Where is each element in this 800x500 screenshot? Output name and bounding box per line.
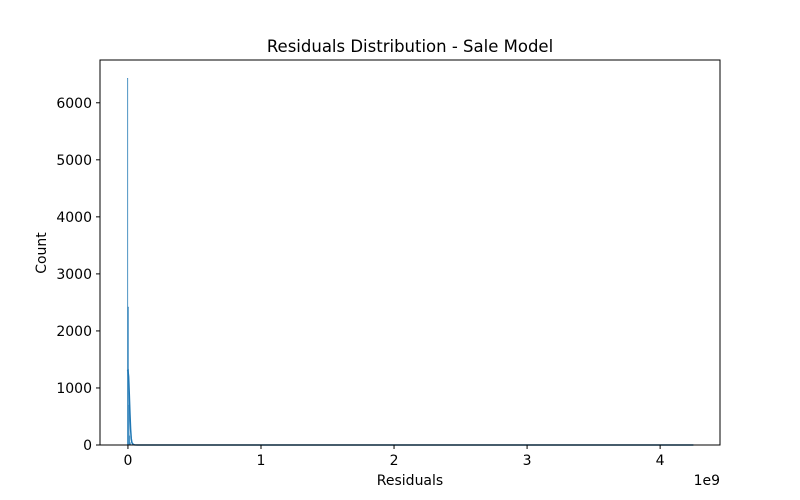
y-tick-label: 5000 bbox=[56, 153, 92, 169]
axes-frame bbox=[99, 59, 721, 446]
x-tick-label: 4 bbox=[656, 453, 665, 469]
x-axis-offset-label: 1e9 bbox=[694, 473, 720, 489]
x-tick-label: 0 bbox=[123, 453, 132, 469]
chart-title: Residuals Distribution - Sale Model bbox=[267, 37, 553, 56]
x-tick-label: 3 bbox=[523, 453, 532, 469]
y-tick-label: 4000 bbox=[56, 210, 92, 226]
x-tick-label: 2 bbox=[390, 453, 399, 469]
x-tick-label: 1 bbox=[257, 453, 266, 469]
y-tick-label: 0 bbox=[83, 438, 92, 454]
y-tick-label: 2000 bbox=[56, 324, 92, 340]
y-axis-label: Count bbox=[34, 232, 50, 274]
x-axis-label: Residuals bbox=[377, 473, 443, 489]
plot-area bbox=[126, 78, 694, 446]
kde-line bbox=[126, 368, 694, 446]
y-axis-ticks: 0 1000 2000 3000 4000 5000 6000 bbox=[56, 96, 100, 454]
y-tick-label: 6000 bbox=[56, 96, 92, 112]
x-axis-ticks: 0 1 2 3 4 bbox=[123, 445, 665, 469]
y-tick-label: 1000 bbox=[56, 381, 92, 397]
y-tick-label: 3000 bbox=[56, 267, 92, 283]
